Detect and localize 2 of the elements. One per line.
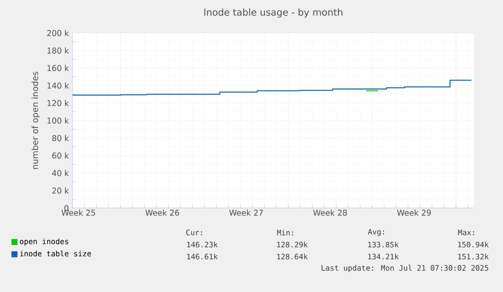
chart-title: Inode table usage - by month: [204, 8, 342, 18]
y-axis-title: number of open inodes: [32, 72, 40, 169]
